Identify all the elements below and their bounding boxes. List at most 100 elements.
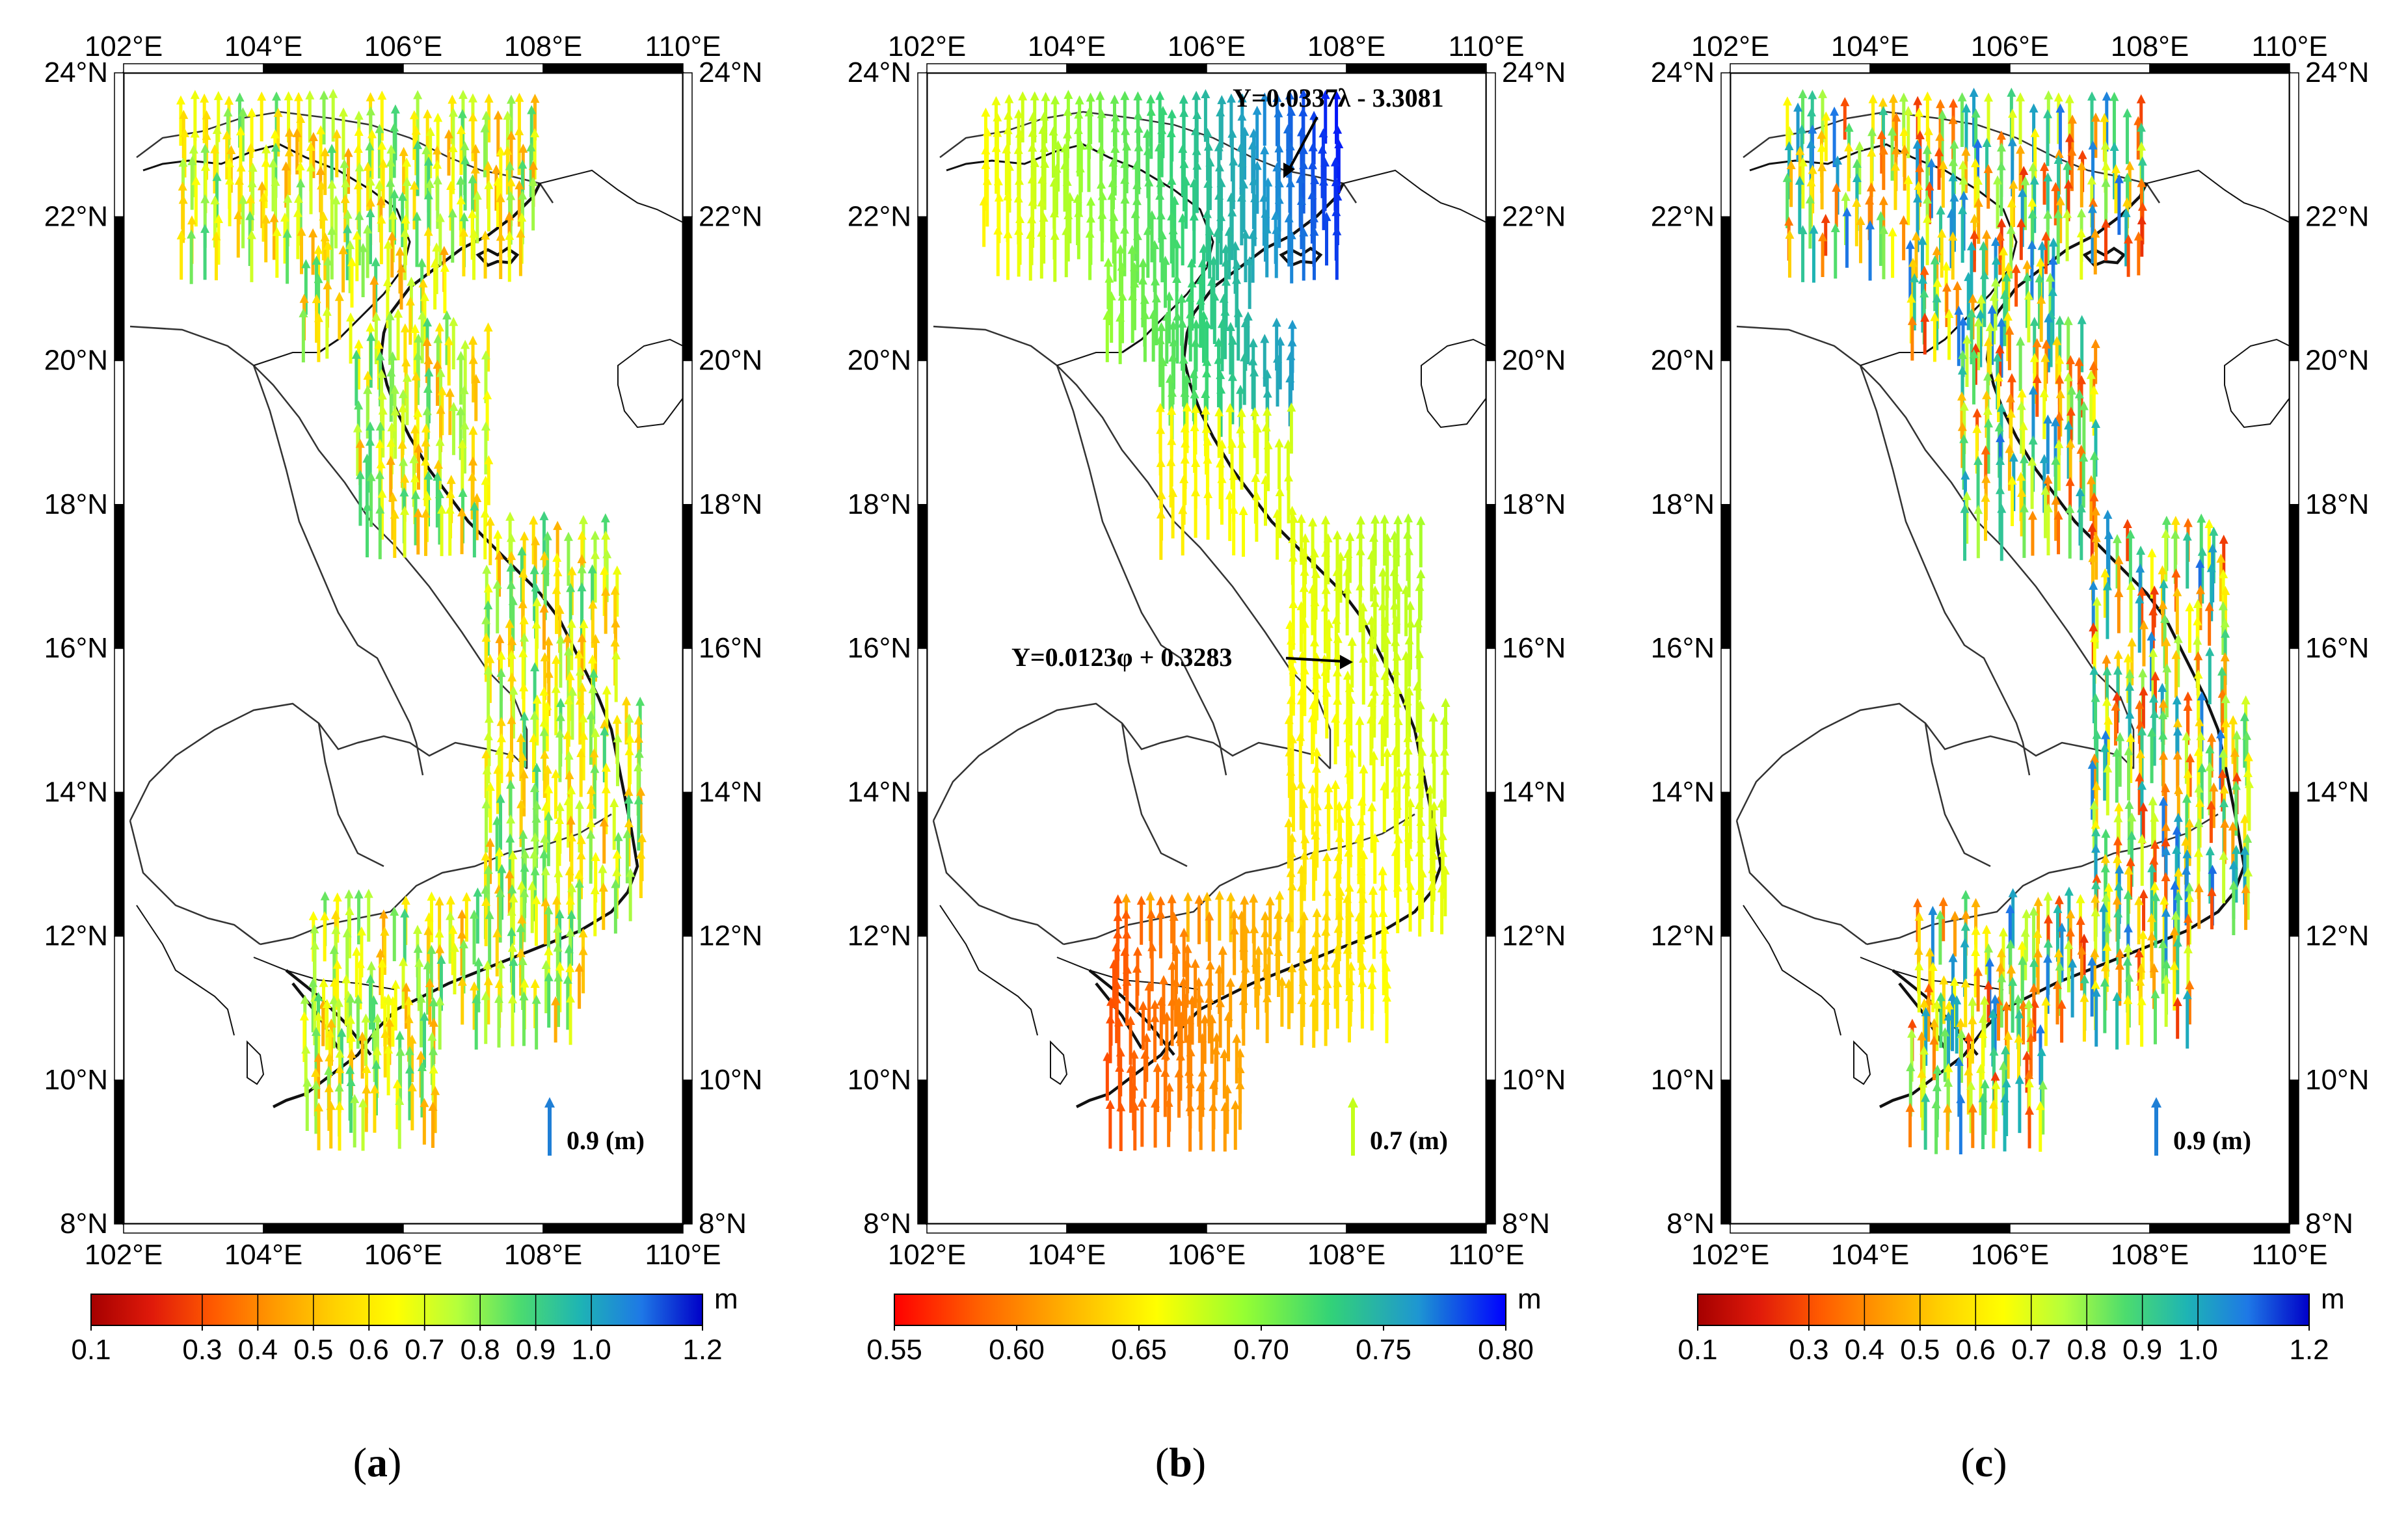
vector-arrow-head: [421, 508, 431, 518]
vector-arrow-head: [1250, 923, 1259, 933]
lat-label-left: 18°N: [848, 488, 911, 520]
vector-arrow-head: [1990, 1071, 2000, 1081]
vector-arrow-head: [180, 127, 189, 137]
vector-arrow-head: [1274, 194, 1284, 204]
vector-arrow-head: [1333, 124, 1343, 134]
vector-arrow-head: [366, 322, 375, 332]
vector-arrow-head: [2064, 420, 2074, 430]
vector-arrow-head: [1207, 276, 1217, 286]
vector-arrow-head: [506, 533, 516, 542]
vector-arrow-head: [578, 946, 588, 955]
vector-arrow-head: [247, 178, 257, 187]
vector-arrow-head: [2088, 140, 2098, 150]
vector-arrow-head: [1406, 600, 1415, 610]
vector-arrow-head: [462, 892, 472, 901]
vector-arrow-head: [991, 142, 1001, 152]
lon-label-top: 110°E: [645, 31, 721, 62]
colorbar-tick-label: 0.70: [1233, 1334, 1289, 1366]
lat-label-right: 24°N: [699, 57, 762, 88]
vector-arrow-head: [1274, 178, 1284, 188]
vector-arrow-head: [261, 157, 271, 167]
vector-arrow-head: [457, 929, 467, 939]
vector-arrow-head: [2115, 961, 2124, 970]
vector-arrow-head: [433, 459, 443, 469]
vector-arrow-head: [401, 896, 410, 905]
vector-arrow-head: [1930, 312, 1940, 321]
vector-arrow-head: [1287, 337, 1297, 347]
vector-arrow-head: [1113, 929, 1123, 939]
vector-arrow-head: [421, 145, 431, 155]
vector-arrow-head: [2148, 648, 2158, 657]
vector-arrow-head: [1809, 224, 1819, 234]
vector-arrow-head: [590, 764, 600, 773]
vector-arrow-head: [332, 959, 342, 969]
vector-arrow-head: [1287, 832, 1297, 842]
vector-arrow-head: [574, 649, 584, 659]
vector-arrow-head: [2135, 719, 2145, 729]
vector-arrow-head: [404, 1014, 414, 1024]
vector-arrow-head: [1185, 292, 1195, 302]
vector-arrow-head: [2150, 892, 2160, 901]
vector-arrow-head: [1852, 158, 1862, 168]
vector-arrow-head: [366, 197, 375, 207]
vector-arrow-head: [483, 665, 493, 675]
vector-arrow-head: [1417, 747, 1427, 756]
vector-arrow-head: [1062, 226, 1071, 235]
vector-arrow-head: [416, 993, 426, 1003]
colorbar-tick-label: 0.3: [182, 1334, 222, 1366]
vector-arrow-head: [2173, 812, 2183, 822]
vector-arrow-head: [2027, 197, 2037, 207]
vector-arrow-head: [280, 212, 290, 222]
vector-arrow-head: [1144, 981, 1154, 991]
vector-arrow-head: [1238, 979, 1248, 989]
vector-arrow-head: [2076, 503, 2086, 512]
vector-arrow-head: [2197, 691, 2206, 700]
vector-arrow-head: [1966, 241, 1976, 250]
vector-arrow-head: [567, 909, 576, 919]
vector-arrow-head: [2126, 857, 2135, 866]
vector-arrow-head: [2172, 844, 2182, 854]
vector-arrow-head: [310, 940, 319, 950]
vector-arrow-head: [1120, 90, 1130, 100]
vector-arrow-head: [1980, 1079, 1990, 1089]
vector-arrow-head: [238, 194, 248, 204]
vector-arrow-head: [2161, 907, 2171, 917]
lon-label-top: 108°E: [1307, 31, 1385, 62]
vector-arrow-head: [1404, 832, 1413, 842]
vector-arrow-head: [576, 834, 586, 844]
vector-arrow-head: [1203, 489, 1213, 499]
vector-arrow-head: [2063, 315, 2073, 325]
vector-arrow-head: [2207, 886, 2217, 896]
vector-arrow-head: [993, 176, 1003, 186]
vector-arrow-head: [1944, 1000, 1954, 1010]
vector-arrow-head: [1946, 208, 1956, 218]
panel-caption: (b): [1155, 1439, 1206, 1485]
lat-label-left: 14°N: [1651, 776, 1715, 808]
vector-arrow-head: [1973, 139, 1983, 148]
vector-arrow-head: [1959, 401, 1969, 411]
vector-arrow-head: [190, 128, 200, 138]
vector-arrow-head: [2135, 772, 2145, 782]
vector-arrow-head: [542, 531, 552, 540]
vector-arrow-head: [1333, 633, 1343, 643]
vector-arrow-head: [497, 864, 507, 873]
vector-arrow-head: [446, 910, 455, 920]
vector-arrow-head: [1215, 162, 1225, 172]
vector-arrow-head: [518, 956, 528, 966]
vector-arrow-head: [1151, 276, 1160, 286]
vector-arrow-head: [400, 473, 410, 483]
vector-arrow-head: [1169, 337, 1179, 347]
vector-arrow-head: [1216, 384, 1226, 394]
vector-arrow-head: [1226, 892, 1236, 901]
vector-arrow-head: [1406, 798, 1415, 808]
vector-arrow-head: [1134, 124, 1144, 133]
vector-arrow-head: [200, 93, 209, 103]
vector-arrow-head: [1237, 111, 1247, 121]
vector-arrow-head: [1238, 996, 1248, 1005]
vector-arrow-head: [1981, 492, 1990, 502]
vector-arrow-head: [320, 911, 330, 921]
vector-arrow-head: [578, 514, 588, 524]
vector-arrow-head: [1168, 961, 1177, 970]
vector-arrow-head: [518, 159, 528, 169]
vector-arrow-head: [1312, 669, 1322, 679]
